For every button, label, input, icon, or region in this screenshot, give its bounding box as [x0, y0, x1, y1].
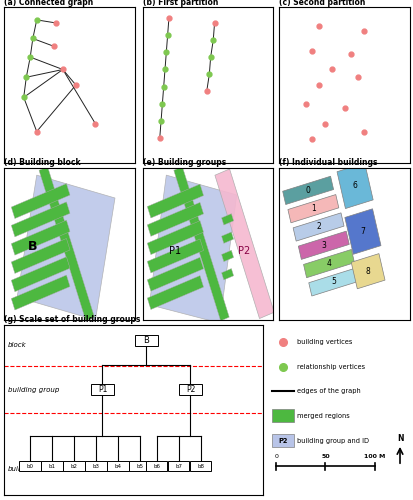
- Polygon shape: [39, 166, 94, 321]
- Text: b8: b8: [197, 464, 204, 468]
- Text: P1: P1: [97, 385, 107, 394]
- Polygon shape: [147, 202, 203, 236]
- Polygon shape: [282, 176, 333, 204]
- Polygon shape: [147, 258, 203, 291]
- Text: (a) Connected graph: (a) Connected graph: [4, 0, 93, 6]
- Polygon shape: [11, 184, 70, 218]
- FancyBboxPatch shape: [107, 461, 128, 471]
- Text: b1: b1: [48, 464, 55, 468]
- Polygon shape: [11, 257, 70, 292]
- Polygon shape: [336, 163, 372, 208]
- Polygon shape: [11, 202, 70, 237]
- Text: merged regions: merged regions: [297, 413, 349, 419]
- Text: (f) Individual buildings: (f) Individual buildings: [279, 158, 377, 166]
- Text: 7: 7: [360, 227, 364, 236]
- Text: b2: b2: [70, 464, 77, 468]
- Polygon shape: [308, 268, 359, 296]
- Polygon shape: [173, 166, 229, 321]
- FancyBboxPatch shape: [90, 384, 114, 395]
- Text: 0: 0: [273, 454, 278, 460]
- Polygon shape: [287, 194, 338, 223]
- Text: b6: b6: [153, 464, 160, 468]
- Text: B: B: [28, 240, 38, 254]
- Text: (d) Building block: (d) Building block: [4, 158, 81, 166]
- Text: 0: 0: [305, 186, 310, 195]
- Text: 3: 3: [320, 241, 325, 250]
- Polygon shape: [11, 220, 70, 255]
- Bar: [271, 434, 294, 447]
- Text: block: block: [8, 342, 26, 348]
- Text: (c) Second partition: (c) Second partition: [279, 0, 365, 6]
- Polygon shape: [147, 184, 203, 218]
- Text: B: B: [143, 336, 149, 345]
- Bar: [271, 410, 294, 422]
- Polygon shape: [298, 231, 349, 260]
- Text: edges of the graph: edges of the graph: [297, 388, 360, 394]
- Text: 100 M: 100 M: [363, 454, 385, 460]
- Text: 8: 8: [365, 266, 370, 276]
- Text: 5: 5: [331, 278, 336, 286]
- Text: 1: 1: [310, 204, 315, 213]
- Text: b5: b5: [136, 464, 143, 468]
- Polygon shape: [149, 175, 236, 323]
- Polygon shape: [292, 213, 343, 241]
- Polygon shape: [17, 175, 115, 320]
- Text: 2: 2: [316, 222, 320, 232]
- Text: N: N: [396, 434, 402, 444]
- Text: buildings: buildings: [8, 466, 40, 472]
- FancyBboxPatch shape: [146, 461, 167, 471]
- Text: b4: b4: [114, 464, 121, 468]
- Text: 4: 4: [326, 259, 331, 268]
- Text: (g) Scale set of building groups: (g) Scale set of building groups: [4, 315, 140, 324]
- Polygon shape: [221, 268, 233, 280]
- Text: (b) First partition: (b) First partition: [142, 0, 218, 6]
- Polygon shape: [221, 250, 233, 262]
- Text: b0: b0: [26, 464, 33, 468]
- Text: 6: 6: [352, 182, 357, 190]
- FancyBboxPatch shape: [178, 384, 202, 395]
- Polygon shape: [147, 239, 203, 273]
- Polygon shape: [11, 275, 70, 310]
- FancyBboxPatch shape: [129, 461, 150, 471]
- FancyBboxPatch shape: [168, 461, 189, 471]
- Polygon shape: [214, 169, 273, 318]
- Text: P2: P2: [238, 246, 250, 256]
- Text: b7: b7: [175, 464, 182, 468]
- FancyBboxPatch shape: [85, 461, 107, 471]
- Text: relationship vertices: relationship vertices: [297, 364, 365, 370]
- Polygon shape: [147, 220, 203, 254]
- FancyBboxPatch shape: [63, 461, 84, 471]
- FancyBboxPatch shape: [190, 461, 211, 471]
- Polygon shape: [350, 254, 384, 289]
- Text: 50: 50: [320, 454, 329, 460]
- Text: P2: P2: [185, 385, 195, 394]
- Text: building vertices: building vertices: [297, 339, 352, 345]
- Polygon shape: [303, 250, 354, 278]
- Polygon shape: [221, 232, 233, 243]
- Text: building group and ID: building group and ID: [297, 438, 368, 444]
- FancyBboxPatch shape: [41, 461, 62, 471]
- FancyBboxPatch shape: [19, 461, 40, 471]
- FancyBboxPatch shape: [135, 335, 158, 346]
- Text: building group: building group: [8, 386, 59, 392]
- Text: (e) Building groups: (e) Building groups: [142, 158, 225, 166]
- Polygon shape: [344, 209, 380, 254]
- Text: b3: b3: [92, 464, 99, 468]
- Polygon shape: [221, 214, 233, 225]
- Polygon shape: [147, 276, 203, 310]
- Text: P2: P2: [278, 438, 287, 444]
- Polygon shape: [11, 238, 70, 274]
- Text: P1: P1: [169, 246, 181, 256]
